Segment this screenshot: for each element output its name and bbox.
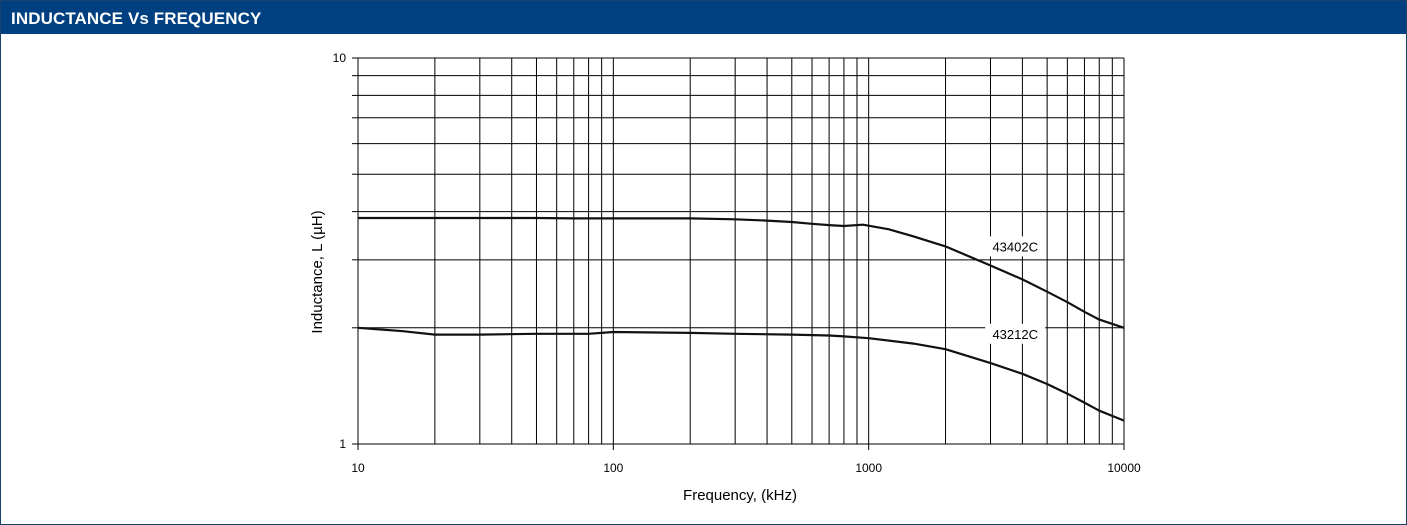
series-labels: 43402C 43212C xyxy=(985,236,1046,344)
tick-labels: 10 100 1000 10000 1 10 xyxy=(333,51,1141,475)
x-tick-label: 100 xyxy=(603,461,623,475)
x-axis-label: Frequency, (kHz) xyxy=(683,487,797,504)
x-tick-label: 10000 xyxy=(1107,461,1141,475)
series-label: 43212C xyxy=(992,327,1038,342)
series-label-background xyxy=(985,236,1046,257)
series-line xyxy=(358,216,1125,329)
series-label: 43402C xyxy=(992,239,1038,254)
x-tick-label: 10 xyxy=(351,461,365,475)
y-axis-label: Inductance, L (µH) xyxy=(309,210,326,333)
series-label-background xyxy=(985,323,1046,344)
series-line xyxy=(357,326,1125,422)
y-tick-label: 1 xyxy=(339,437,346,451)
inductance-vs-frequency-chart: 10 100 1000 10000 1 10 43402C 43212C Frequency… xyxy=(309,51,1141,504)
series-lines xyxy=(357,216,1125,422)
chart-title: INDUCTANCE Vs FREQUENCY xyxy=(11,9,262,28)
y-tick-label: 10 xyxy=(333,51,347,65)
chart-header: INDUCTANCE Vs FREQUENCY xyxy=(1,1,1406,34)
x-tick-label: 1000 xyxy=(855,461,882,475)
